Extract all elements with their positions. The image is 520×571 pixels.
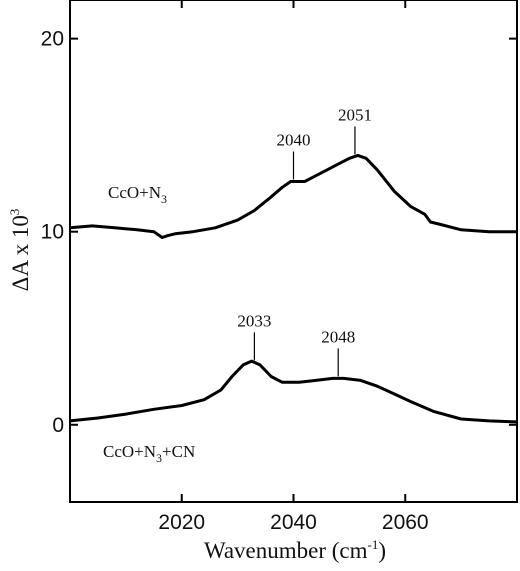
y-axis-title: ΔA x 103 — [7, 209, 33, 292]
series-label-top: CcO+N3 — [108, 183, 167, 206]
annotation-label-2048: 2048 — [321, 327, 355, 346]
x-tick-label-2020: 2020 — [158, 511, 205, 534]
y-tick-label-20: 20 — [41, 28, 64, 51]
x-tick-label-2040: 2040 — [270, 511, 317, 534]
series-line-1 — [69, 359, 518, 424]
plot-frame — [69, 0, 518, 503]
annotation-label-2040: 2040 — [277, 130, 311, 149]
x-tick-label-2060: 2060 — [382, 511, 429, 534]
annotation-label-2051: 2051 — [338, 105, 372, 124]
series-line-0 — [69, 153, 517, 239]
annotation-label-2033: 2033 — [237, 311, 271, 330]
y-tick-label-10: 10 — [41, 221, 64, 244]
y-tick-label-0: 0 — [52, 414, 64, 437]
series-label-bottom: CcO+N3+CN — [103, 442, 195, 465]
x-axis-title: Wavenumber (cm-1) — [204, 537, 386, 563]
